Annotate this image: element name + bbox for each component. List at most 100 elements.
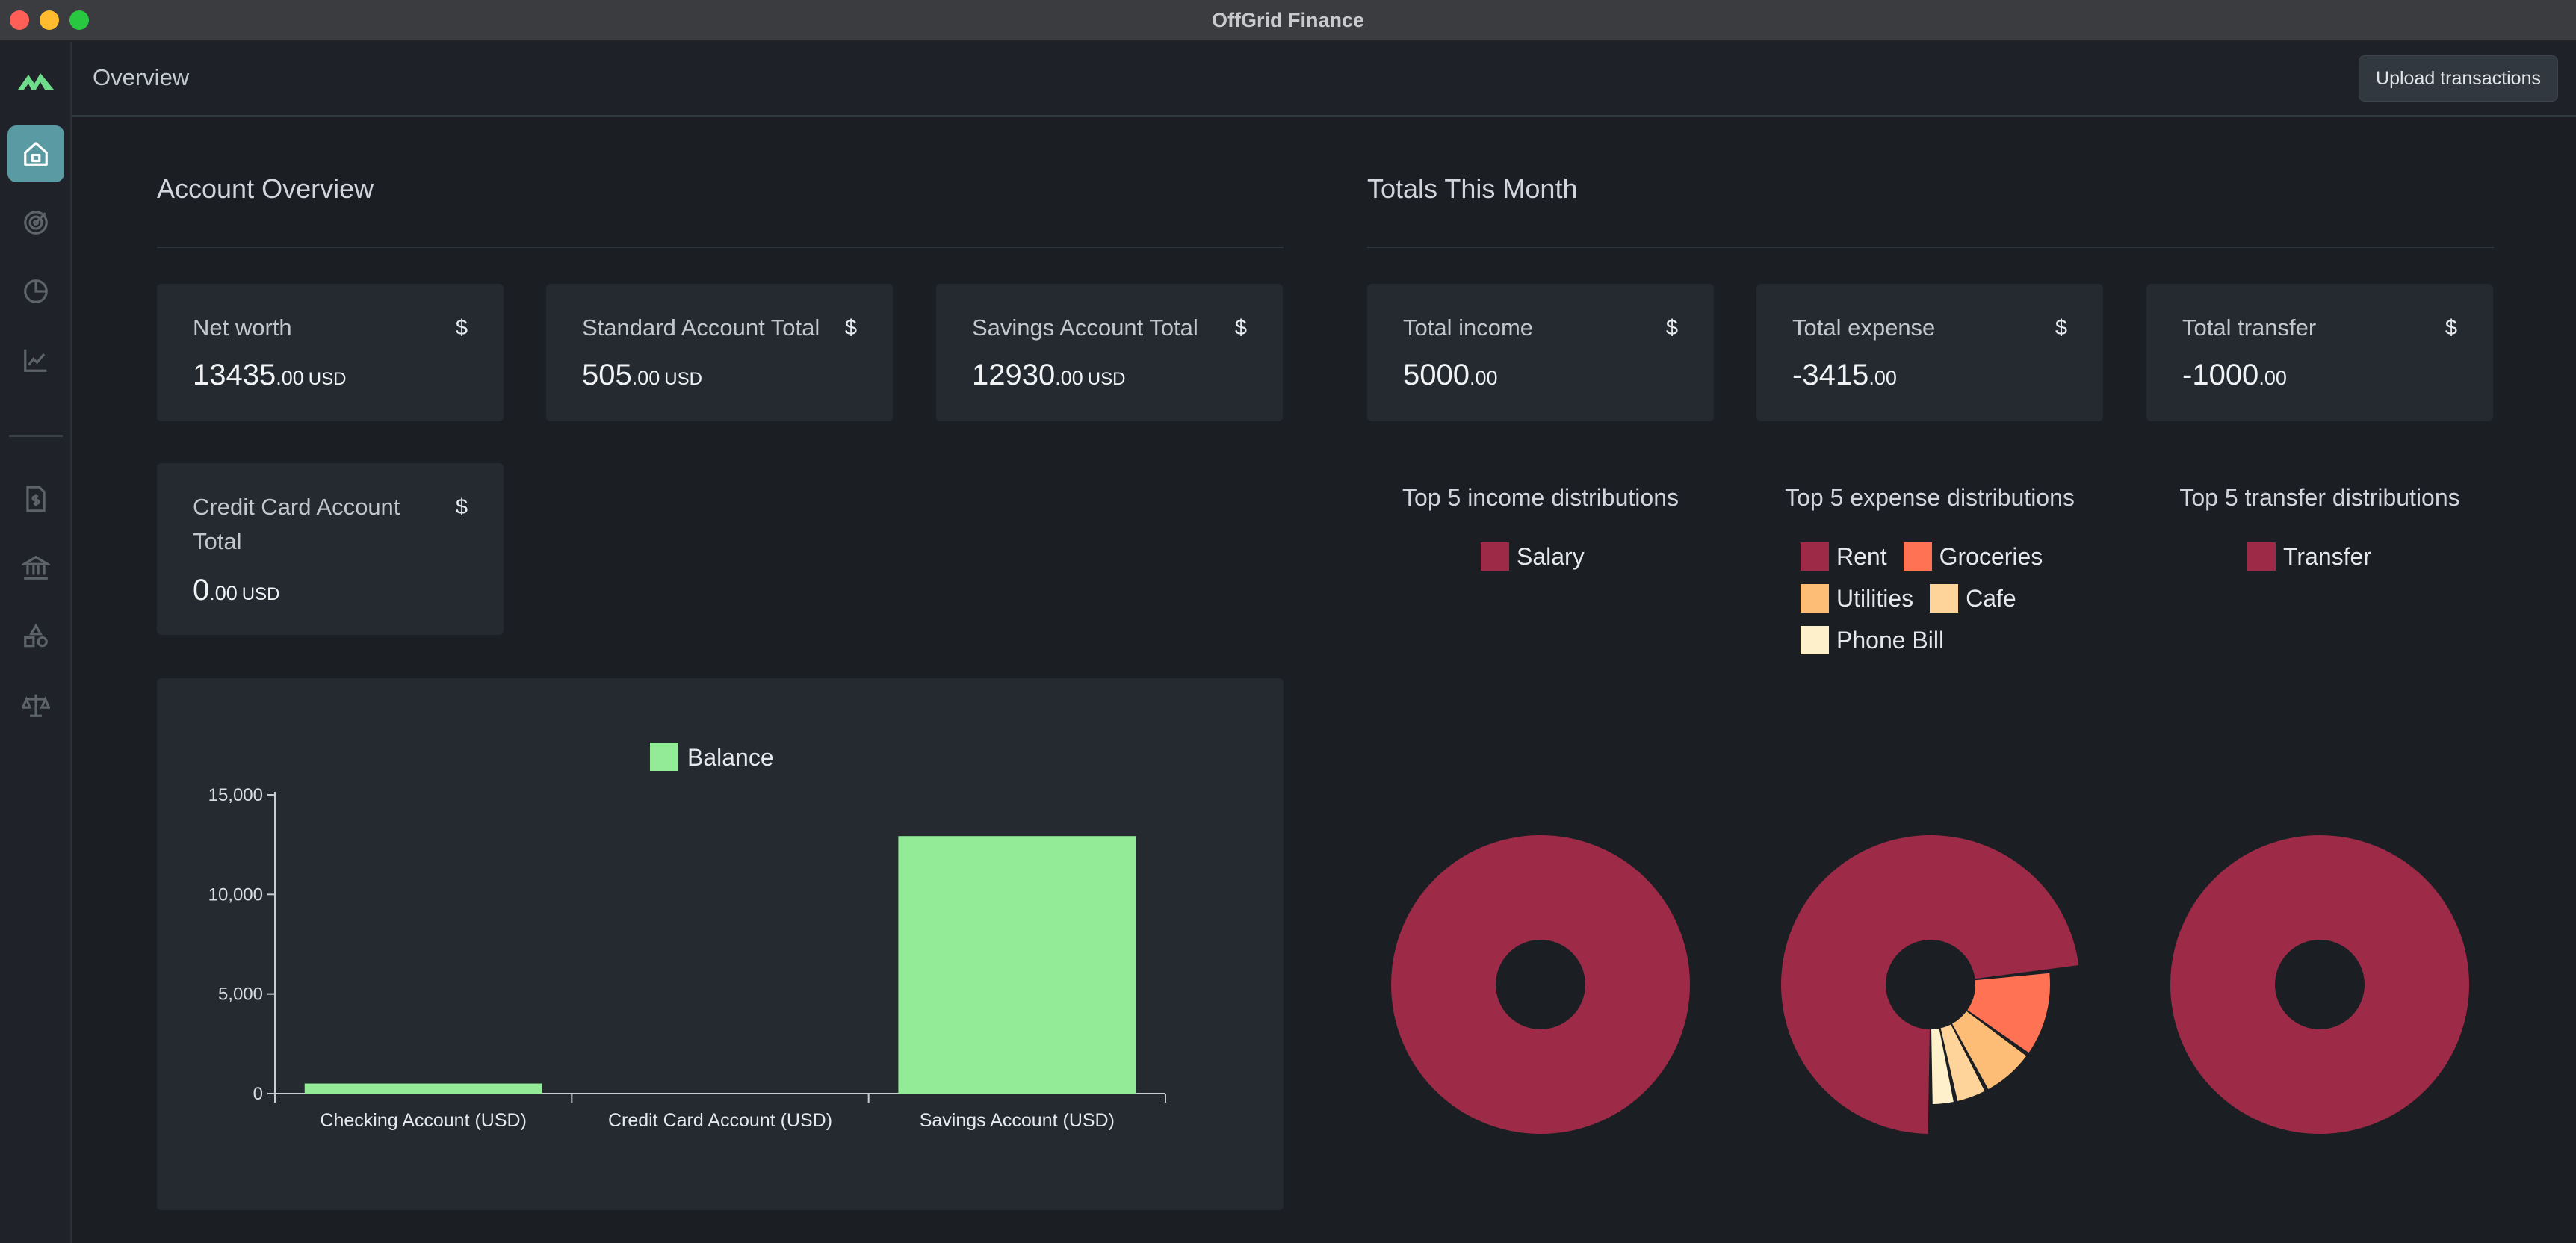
card-label: Total income — [1403, 314, 1534, 341]
upload-transactions-button[interactable]: Upload transactions — [2359, 55, 2558, 102]
zoom-window-button[interactable] — [69, 10, 89, 30]
expense-distribution-title: Top 5 expense distributions — [1785, 484, 2075, 511]
value-whole: 13435 — [193, 359, 276, 391]
x-tick-label: Checking Account (USD) — [320, 1110, 527, 1131]
top-header: Overview Upload transactions — [72, 42, 2576, 117]
value-cents: .00 — [276, 367, 304, 389]
pie-slice — [1781, 835, 2079, 1134]
nav-home[interactable] — [7, 125, 64, 182]
value-whole: 12930 — [972, 359, 1056, 391]
expense-legend: Rent Groceries Utilities Cafe Phone Bill — [1801, 542, 2084, 654]
sidebar — [0, 42, 72, 1243]
y-tick-label: 0 — [253, 1084, 263, 1104]
pie-slice — [2170, 835, 2469, 1134]
scale-icon — [22, 694, 50, 717]
card-label: Savings Account Total — [972, 314, 1198, 341]
value-unit: USD — [1087, 369, 1126, 389]
dollar-icon: $ — [1234, 316, 1247, 340]
nav-accounts[interactable] — [7, 539, 64, 596]
legend-swatch — [1801, 626, 1829, 654]
minimize-window-button[interactable] — [40, 10, 59, 30]
dollar-icon: $ — [2445, 316, 2457, 340]
line-chart-icon — [24, 349, 47, 372]
total-income-card: Total income $ 5000.00 — [1367, 284, 1714, 421]
value-unit: USD — [308, 369, 347, 389]
savings-account-card: Savings Account Total $ 12930.00 USD — [936, 284, 1283, 421]
page-title: Overview — [93, 64, 190, 90]
legend-swatch — [1903, 542, 1932, 571]
card-value: -1000.00 — [2182, 359, 2287, 392]
nav-transactions[interactable] — [7, 471, 64, 527]
window-title: OffGrid Finance — [1211, 9, 1365, 31]
legend-swatch — [1801, 584, 1829, 613]
bank-icon — [22, 555, 50, 580]
section-divider — [157, 247, 1284, 248]
credit-card-account-card: Credit Card Account Total $ 0.00 USD — [157, 463, 504, 635]
pie-slice — [1952, 1011, 2027, 1090]
legend-item: Transfer — [2247, 542, 2371, 571]
y-tick-label: 10,000 — [208, 884, 263, 905]
section-divider — [1367, 247, 2494, 248]
bar — [898, 836, 1136, 1094]
dollar-icon: $ — [1665, 316, 1678, 340]
value-cents: .00 — [209, 582, 238, 604]
pie-chart-icon — [24, 279, 48, 303]
target-icon — [24, 211, 48, 235]
balance-chart-panel: Balance 0 5,000 10,000 15,000 Checking Accoun… — [157, 678, 1284, 1210]
nav-balance[interactable] — [7, 677, 64, 734]
app-logo — [18, 73, 54, 90]
dollar-icon: $ — [455, 316, 468, 340]
legend-item: Salary — [1481, 542, 1585, 571]
legend-item: Phone Bill — [1801, 626, 1944, 654]
y-tick-label: 15,000 — [208, 785, 263, 805]
legend-item: Groceries — [1903, 542, 2043, 571]
net-worth-card: Net worth $ 13435.00 USD — [157, 284, 504, 421]
value-unit: USD — [664, 369, 702, 389]
dollar-icon: $ — [455, 495, 468, 519]
legend-label: Balance — [687, 744, 774, 771]
legend-label: Transfer — [2283, 542, 2371, 570]
legend-swatch — [650, 743, 678, 771]
value-unit: USD — [241, 584, 280, 604]
income-distribution-title: Top 5 income distributions — [1402, 484, 1679, 511]
value-cents: .00 — [631, 367, 660, 389]
card-value: 0.00 USD — [193, 574, 279, 607]
dollar-icon: $ — [844, 316, 857, 340]
totals-title: Totals This Month — [1367, 173, 1578, 204]
legend-label: Salary — [1517, 542, 1585, 570]
transfer-legend: Transfer — [2247, 542, 2427, 571]
nav-categories[interactable] — [7, 608, 64, 665]
card-value: 505.00 USD — [582, 359, 702, 392]
total-transfer-card: Total transfer $ -1000.00 — [2146, 284, 2493, 421]
nav-goals[interactable] — [7, 194, 64, 251]
close-window-button[interactable] — [10, 10, 29, 30]
sidebar-divider — [9, 435, 63, 437]
x-tick-label: Credit Card Account (USD) — [608, 1110, 832, 1131]
nav-breakdown[interactable] — [7, 263, 64, 320]
transfer-distribution-title: Top 5 transfer distributions — [2179, 484, 2460, 511]
x-tick-label: Savings Account (USD) — [920, 1110, 1115, 1131]
invoice-dollar-icon — [26, 486, 46, 512]
balance-bar-chart: Balance 0 5,000 10,000 15,000 Checking Accoun… — [208, 743, 1166, 1131]
card-label: Total expense — [1792, 314, 1936, 341]
card-value: 5000.00 — [1403, 359, 1498, 392]
value-whole: -3415 — [1792, 359, 1869, 391]
value-whole: -1000 — [2182, 359, 2259, 391]
dollar-icon: $ — [2055, 316, 2067, 340]
card-value: 13435.00 USD — [193, 359, 346, 392]
card-value: -3415.00 — [1792, 359, 1897, 392]
value-cents: .00 — [1868, 367, 1897, 389]
income-pie-chart — [1391, 835, 1690, 1134]
card-value: 12930.00 USD — [972, 359, 1125, 392]
income-legend: Salary — [1481, 542, 1660, 571]
bar — [304, 1083, 542, 1094]
legend-swatch — [1801, 542, 1829, 571]
value-whole: 505 — [582, 359, 632, 391]
nav-trends[interactable] — [7, 332, 64, 388]
home-icon — [24, 142, 48, 166]
legend-item: Rent — [1801, 542, 1887, 571]
total-expense-card: Total expense $ -3415.00 — [1756, 284, 2103, 421]
value-cents: .00 — [1469, 367, 1498, 389]
value-whole: 0 — [193, 574, 210, 607]
expense-pie-chart — [1781, 835, 2079, 1134]
